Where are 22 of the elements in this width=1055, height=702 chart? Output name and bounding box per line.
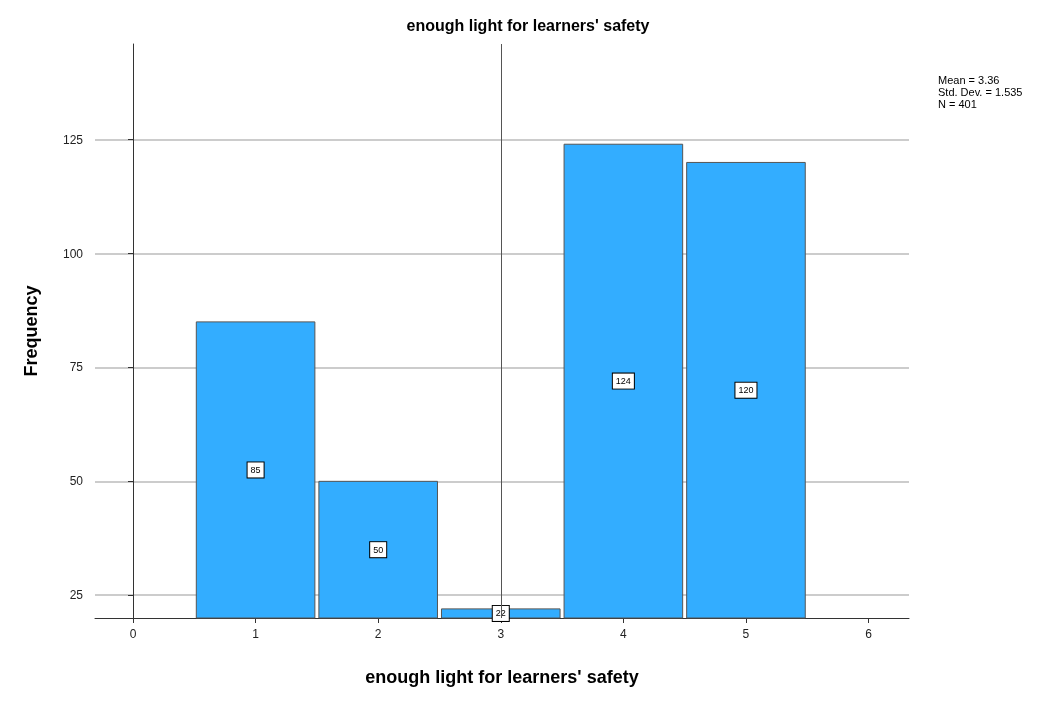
x-tick-label: 1 [252, 627, 260, 641]
y-axis-title: Frequency [21, 285, 41, 377]
text: Mean = 3.36 [938, 73, 1000, 86]
data-label: 85 [250, 464, 261, 475]
text: Std. Dev. = 1.535 [938, 85, 1023, 98]
x-tick-label: 6 [865, 627, 873, 641]
text: N = 401 [938, 97, 977, 110]
data-label: 50 [373, 544, 384, 555]
data-label: 124 [615, 376, 631, 387]
y-tick-label: 25 [69, 588, 84, 603]
y-tick-label: 75 [69, 360, 84, 375]
chart-title: enough light for learners' safety [406, 16, 650, 34]
x-tick-label: 4 [620, 627, 628, 641]
y-tick-label: 125 [62, 132, 84, 147]
data-label: 120 [738, 385, 754, 396]
y-tick-label: 50 [69, 474, 84, 489]
x-tick-label: 3 [497, 627, 505, 641]
x-tick-label: 0 [129, 627, 137, 641]
x-tick-label: 2 [374, 627, 382, 641]
x-axis-title: enough light for learners' safety [365, 667, 639, 687]
x-tick-label: 5 [742, 627, 750, 641]
y-tick-label: 100 [62, 246, 84, 261]
